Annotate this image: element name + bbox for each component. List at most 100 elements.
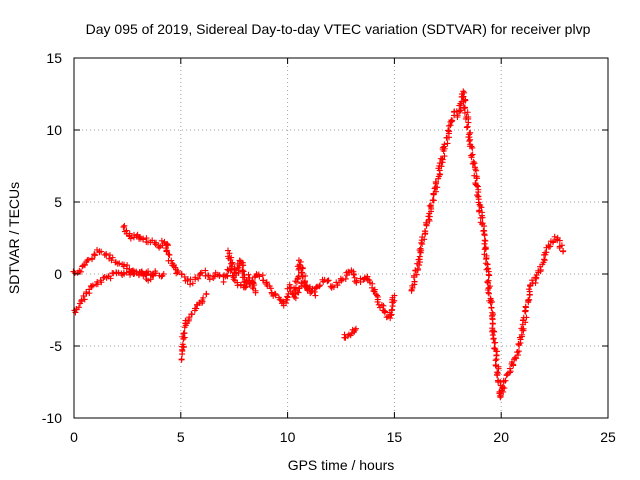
data-point	[485, 265, 492, 272]
data-point	[391, 292, 398, 299]
data-point	[189, 280, 196, 287]
data-point	[91, 252, 98, 259]
data-point	[489, 328, 496, 335]
data-point	[481, 232, 488, 239]
data-point	[377, 304, 384, 311]
data-point	[165, 251, 172, 258]
data-point	[480, 228, 487, 235]
data-point	[473, 175, 480, 182]
data-point	[486, 290, 493, 297]
series-track-i	[408, 88, 567, 401]
data-point	[490, 335, 497, 342]
data-point	[284, 285, 291, 292]
data-point	[252, 289, 259, 296]
data-point	[514, 349, 521, 356]
data-point	[421, 236, 428, 243]
data-point	[460, 98, 467, 105]
data-point	[382, 308, 389, 315]
data-point	[352, 325, 359, 332]
data-point	[435, 175, 442, 182]
y-tick-label: -5	[50, 338, 63, 354]
data-point	[227, 267, 234, 274]
data-point	[526, 288, 533, 295]
data-point	[203, 291, 210, 298]
data-point	[353, 277, 360, 284]
data-point	[475, 199, 482, 206]
data-point	[342, 275, 349, 282]
data-point	[168, 257, 175, 264]
data-point	[477, 203, 484, 210]
data-point	[533, 275, 540, 282]
data-point	[259, 277, 266, 284]
data-point	[109, 254, 116, 261]
data-point	[466, 138, 473, 145]
data-point	[75, 304, 82, 311]
data-point	[72, 309, 79, 316]
data-point	[427, 202, 434, 209]
grid-lines	[74, 58, 608, 418]
data-point	[259, 272, 266, 279]
data-point	[107, 275, 114, 282]
data-point	[464, 109, 471, 116]
data-point	[469, 151, 476, 158]
data-point	[316, 283, 323, 290]
data-point	[126, 230, 133, 237]
data-point	[364, 276, 371, 283]
data-point	[431, 185, 438, 192]
data-point	[388, 307, 395, 314]
data-point	[515, 340, 522, 347]
data-point	[98, 279, 105, 286]
data-point	[432, 188, 439, 195]
data-point	[249, 278, 256, 285]
data-point	[188, 311, 195, 318]
data-point	[324, 277, 331, 284]
data-point	[441, 153, 448, 160]
data-point	[138, 268, 145, 275]
data-point	[525, 297, 532, 304]
data-point	[500, 388, 507, 395]
data-point	[426, 202, 433, 209]
data-point	[479, 214, 486, 221]
data-point	[170, 261, 177, 268]
data-point	[192, 274, 199, 281]
data-point	[473, 182, 480, 189]
data-point	[464, 123, 471, 130]
series-track-e	[178, 290, 210, 363]
data-point	[494, 372, 501, 379]
data-point	[545, 242, 552, 249]
data-point	[77, 268, 84, 275]
data-point	[78, 297, 85, 304]
series-track-c	[120, 222, 171, 251]
data-point	[267, 285, 274, 292]
data-point	[495, 365, 502, 372]
data-point	[224, 273, 231, 280]
data-point	[130, 234, 137, 241]
data-point	[414, 265, 421, 272]
data-point	[187, 281, 194, 288]
data-point	[153, 239, 160, 246]
data-point	[484, 279, 491, 286]
x-tick-labels: 0 5 10 15 20 25	[70, 429, 616, 445]
data-point	[116, 260, 123, 267]
data-point	[108, 257, 115, 264]
data-point	[121, 222, 128, 229]
data-point	[444, 140, 451, 147]
data-point	[413, 271, 420, 278]
data-point	[81, 296, 88, 303]
data-point	[487, 299, 494, 306]
data-point	[197, 270, 204, 277]
data-point	[521, 308, 528, 315]
chart-title: Day 095 of 2019, Sidereal Day-to-day VTE…	[86, 21, 591, 37]
data-point	[513, 355, 520, 362]
data-point	[295, 289, 302, 296]
data-point	[137, 269, 144, 276]
data-point	[228, 254, 235, 261]
data-point	[523, 314, 530, 321]
data-point	[181, 273, 188, 280]
data-point	[174, 269, 181, 276]
plot-frame	[73, 57, 609, 419]
data-point	[200, 294, 207, 301]
data-point	[541, 257, 548, 264]
data-point	[256, 273, 263, 280]
